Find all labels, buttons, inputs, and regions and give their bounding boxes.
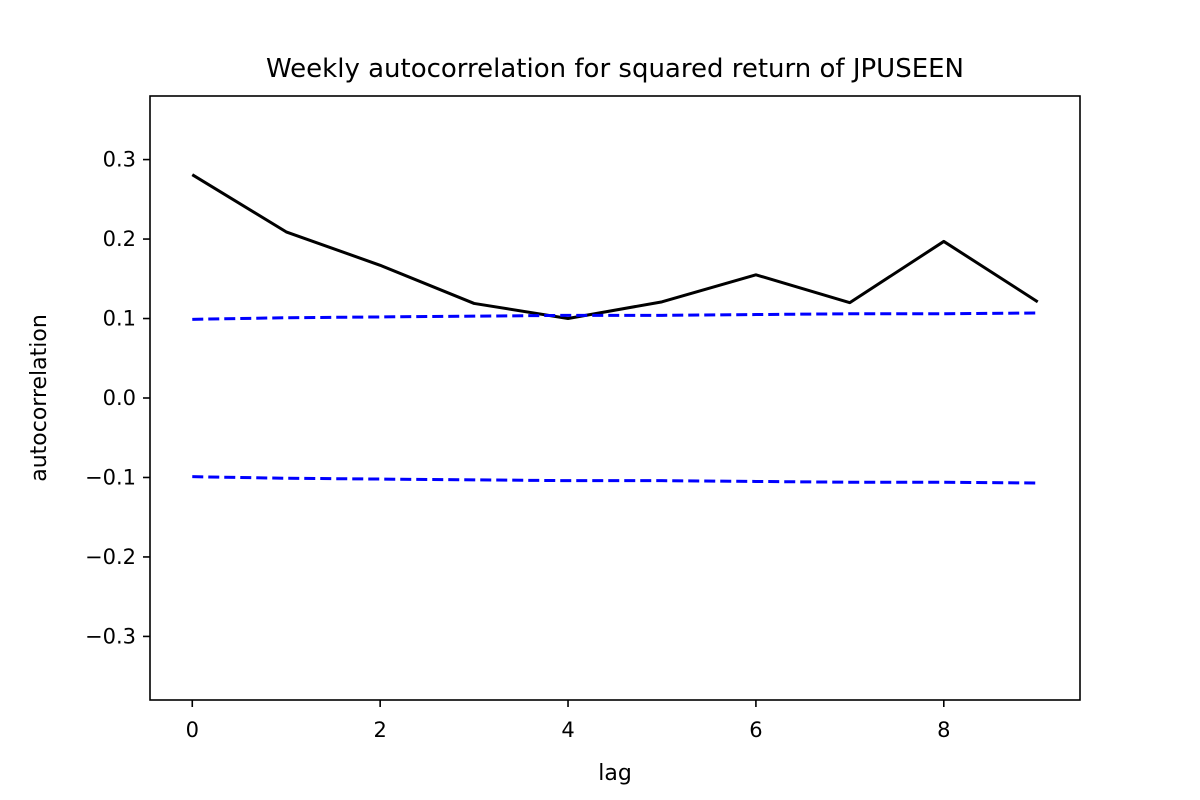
x-tick-label: 2 bbox=[373, 718, 386, 742]
y-tick-label: 0.1 bbox=[103, 307, 136, 331]
y-tick-label: −0.1 bbox=[85, 465, 136, 489]
x-axis-label: lag bbox=[598, 761, 632, 786]
y-tick-label: 0.3 bbox=[103, 148, 136, 172]
x-tick-label: 4 bbox=[561, 718, 574, 742]
x-tick-label: 0 bbox=[186, 718, 199, 742]
chart-title: Weekly autocorrelation for squared retur… bbox=[266, 54, 964, 84]
y-tick-label: 0.0 bbox=[103, 386, 136, 410]
autocorrelation-line bbox=[191, 173, 1039, 321]
lower-confidence-bound-line bbox=[192, 475, 1038, 485]
upper-confidence-bound-line bbox=[192, 311, 1038, 321]
series-layer bbox=[191, 173, 1039, 485]
y-axis-label: autocorrelation bbox=[27, 314, 52, 482]
x-axis-ticks: 0 2 4 6 8 bbox=[186, 700, 950, 742]
y-tick-label: −0.2 bbox=[85, 545, 136, 569]
plot-frame bbox=[149, 95, 1081, 701]
y-axis-ticks: 0.3 0.2 0.1 0.0 −0.1 −0.2 −0.3 bbox=[85, 148, 150, 648]
y-tick-label: −0.3 bbox=[85, 624, 136, 648]
x-tick-label: 8 bbox=[937, 718, 950, 742]
x-tick-label: 6 bbox=[749, 718, 762, 742]
y-tick-label: 0.2 bbox=[103, 227, 136, 251]
plot-area bbox=[150, 96, 1080, 700]
